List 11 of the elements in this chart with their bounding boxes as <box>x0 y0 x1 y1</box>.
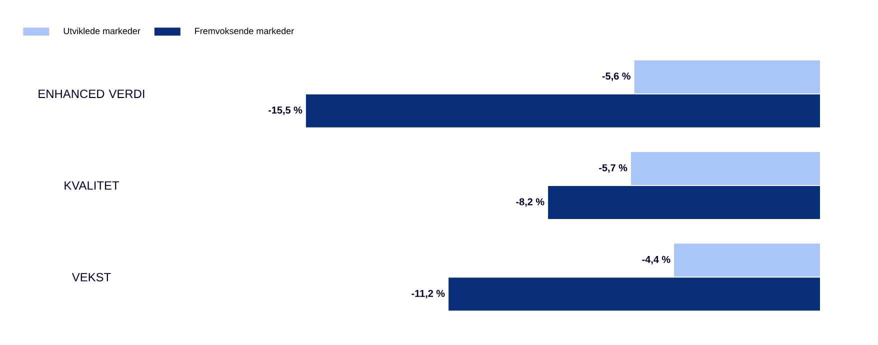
legend-label: Fremvoksende markeder <box>195 28 294 34</box>
data-label: -11,2 % <box>412 290 445 298</box>
legend-label: Utviklede markeder <box>64 28 140 34</box>
data-label: -5,7 % <box>599 164 628 173</box>
data-label: -8,2 % <box>516 198 544 207</box>
data-label: -4,4 % <box>642 256 670 264</box>
y-tick-label: ENHANCED VERDI <box>38 90 144 98</box>
data-label: -15,5 % <box>268 106 302 116</box>
y-tick-label: VEKST <box>72 272 111 282</box>
y-tick-label: KVALITET <box>64 181 120 190</box>
data-label: -5,6 % <box>602 72 630 82</box>
